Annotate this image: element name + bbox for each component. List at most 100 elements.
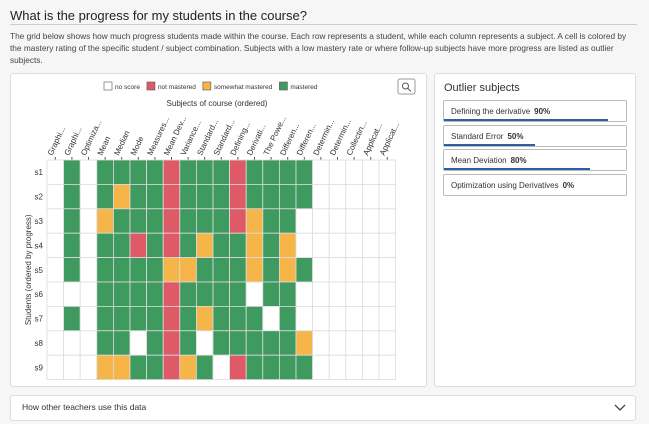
grid-cell [129, 208, 148, 234]
grid-cell [345, 208, 363, 234]
grid-cell [113, 208, 131, 234]
grid-cell [96, 330, 114, 356]
grid-cell [229, 257, 247, 283]
grid-cell [179, 159, 197, 185]
grid-cell [295, 257, 314, 283]
grid-cell [113, 232, 131, 258]
row-label: s5 [35, 266, 44, 275]
grid-cell [162, 159, 181, 185]
grid-cell [146, 208, 164, 234]
accordion[interactable] [10, 395, 636, 421]
grid-cell [129, 354, 148, 381]
grid-cell [361, 232, 380, 258]
grid-cell [195, 305, 214, 332]
grid-cell [278, 183, 297, 210]
outlier-text: Standard Error 50% [451, 132, 523, 141]
grid-cell [113, 159, 131, 185]
grid-cell [46, 183, 65, 210]
grid-cell [361, 330, 380, 356]
grid-cell [179, 354, 197, 381]
grid-cell [195, 159, 214, 185]
grid-cell [46, 159, 65, 185]
grid-cell [345, 330, 363, 356]
grid-cell [312, 183, 330, 210]
grid-cell [195, 330, 214, 356]
grid-cell [378, 330, 397, 356]
grid-cell [312, 232, 330, 258]
row-label: s3 [35, 217, 44, 226]
grid-cell [295, 208, 314, 234]
column-label: Mean [96, 135, 113, 157]
grid-cell [63, 354, 81, 381]
grid-cell [262, 183, 280, 210]
grid-cell [162, 183, 181, 210]
y-axis-label: Students (ordered by progress) [24, 214, 33, 325]
outlier-name: Defining the derivative [451, 107, 531, 116]
grid-cell [129, 159, 148, 185]
grid-cell [146, 232, 164, 258]
grid-cell [96, 305, 114, 332]
grid-cell [378, 257, 397, 283]
grid-cell [113, 183, 131, 210]
grid-cell [262, 257, 280, 283]
zoom-button[interactable] [397, 78, 416, 95]
grid-cell [129, 281, 148, 307]
grid-cell [262, 354, 280, 381]
grid-cell [113, 257, 131, 283]
grid-cell [212, 354, 231, 381]
description: The grid below shows how much progress s… [10, 31, 627, 65]
legend-label: somewhat mastered [214, 84, 273, 91]
grid-cell [312, 354, 330, 381]
outlier-item[interactable]: Optimization using Derivatives 0% [443, 173, 627, 196]
grid-cell [46, 281, 65, 307]
outlier-item[interactable]: Standard Error 50% [443, 124, 627, 147]
outlier-text: Optimization using Derivatives 0% [451, 181, 574, 190]
grid-cell [129, 257, 148, 283]
grid-cell [79, 330, 98, 356]
grid-cell [212, 232, 231, 258]
grid-cell [345, 305, 363, 332]
grid-cell [278, 232, 297, 258]
outlier-item[interactable]: Defining the derivative 90% [443, 100, 627, 122]
grid-cell [113, 330, 131, 356]
grid-cell [345, 159, 363, 185]
grid-cell [328, 232, 347, 258]
grid-cell [278, 159, 297, 185]
grid-cell [328, 305, 347, 332]
grid-cell [345, 257, 363, 283]
grid-cell [278, 208, 297, 234]
grid-cell [195, 183, 214, 210]
grid-cell [229, 330, 247, 356]
grid-cell [63, 159, 81, 185]
outlier-item[interactable]: Mean Deviation 80% [443, 149, 627, 171]
grid-cell [378, 208, 397, 234]
grid-cell [312, 281, 330, 307]
grid-cell [129, 305, 148, 332]
grid-cell [96, 354, 114, 381]
grid-cell [129, 183, 148, 210]
grid-cell [262, 281, 280, 307]
grid-cell [328, 354, 347, 381]
outlier-percent: 50% [507, 131, 524, 141]
grid-cell [262, 330, 280, 356]
grid-cell [212, 305, 231, 332]
grid-cell [162, 330, 181, 356]
grid-cell [96, 257, 114, 283]
row-label: s8 [35, 339, 44, 348]
grid-title: Subjects of course (ordered) [167, 99, 268, 108]
row-label: s4 [35, 241, 44, 250]
grid-cell [162, 354, 181, 381]
zoom-icon [402, 82, 409, 90]
grid-cell [129, 330, 148, 356]
grid-cell [46, 257, 65, 283]
grid-cell [295, 354, 314, 381]
accordion-title: How other teachers use this data [22, 402, 147, 412]
grid-cell [245, 232, 264, 258]
outlier-text: Defining the derivative 90% [451, 107, 550, 116]
grid-cell [278, 305, 297, 332]
grid-cell [245, 183, 264, 210]
legend-label: no score [115, 84, 140, 91]
grid-cell [146, 305, 164, 332]
grid-cell [63, 281, 81, 307]
